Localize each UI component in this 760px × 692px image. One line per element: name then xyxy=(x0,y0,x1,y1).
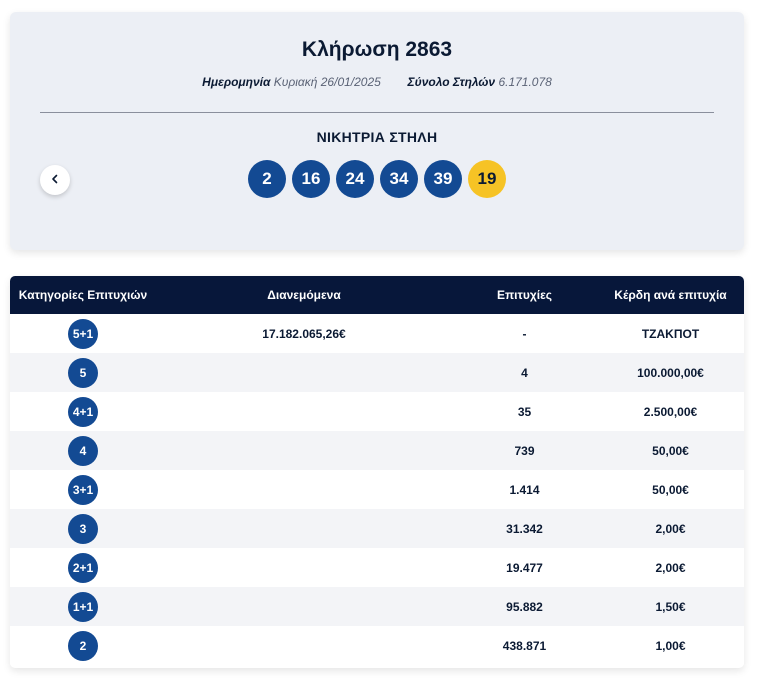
category-badge: 4 xyxy=(68,435,98,466)
winning-number: 16 xyxy=(292,160,330,198)
date-value: Κυριακή 26/01/2025 xyxy=(273,75,381,89)
table-row: 3 31.342 2,00€ xyxy=(10,509,744,548)
winning-number: 39 xyxy=(424,160,462,198)
table-row: 3+1 1.414 50,00€ xyxy=(10,470,744,509)
category-badge: 4+1 xyxy=(68,396,98,427)
table-row: 2 438.871 1,00€ xyxy=(10,626,744,665)
table-row: 2+1 19.477 2,00€ xyxy=(10,548,744,587)
winning-column-label: ΝΙΚΗΤΡΙΑ ΣΤΗΛΗ xyxy=(316,129,438,145)
prize-cell: 50,00€ xyxy=(652,482,689,497)
winning-number: 24 xyxy=(336,160,374,198)
table-body: 5+1 17.182.065,26€ - ΤΖΑΚΠΟΤ 5 4 100.000… xyxy=(10,314,744,665)
category-badge: 5+1 xyxy=(68,318,98,349)
wins-cell: 739 xyxy=(514,443,535,458)
prize-cell: 2.500,00€ xyxy=(643,404,698,419)
chevron-left-icon xyxy=(50,171,60,189)
columns-label: Σύνολο Στηλών xyxy=(407,75,496,89)
table-row: 4+1 35 2.500,00€ xyxy=(10,392,744,431)
wins-cell: 1.414 xyxy=(509,482,540,497)
prize-cell: 100.000,00€ xyxy=(637,365,704,380)
wins-cell: 19.477 xyxy=(506,560,543,575)
wins-cell: 35 xyxy=(517,404,532,419)
prize-cell: 1,00€ xyxy=(655,638,686,653)
prize-cell: 1,50€ xyxy=(655,599,686,614)
winning-numbers: 2 16 24 34 39 19 xyxy=(248,160,506,198)
winning-number: 34 xyxy=(380,160,418,198)
table-row: 5+1 17.182.065,26€ - ΤΖΑΚΠΟΤ xyxy=(10,314,744,353)
bonus-number: 19 xyxy=(468,160,506,198)
header-distributed: Διανεμόμενα xyxy=(267,288,341,302)
wins-cell: 438.871 xyxy=(502,638,547,653)
date-label: Ημερομηνία xyxy=(202,75,271,89)
table-row: 4 739 50,00€ xyxy=(10,431,744,470)
wins-cell: 4 xyxy=(521,365,528,380)
previous-draw-button[interactable] xyxy=(40,165,70,195)
draw-card: Κλήρωση 2863 Ημερομηνία Κυριακή 26/01/20… xyxy=(10,12,744,250)
category-badge: 3+1 xyxy=(68,474,98,505)
draw-meta: Ημερομηνία Κυριακή 26/01/2025 Σύνολο Στη… xyxy=(10,75,744,89)
prize-cell: 2,00€ xyxy=(655,560,686,575)
prize-cell: 2,00€ xyxy=(655,521,686,536)
table-row: 5 4 100.000,00€ xyxy=(10,353,744,392)
prize-table: Κατηγορίες Επιτυχιών Διανεμόμενα Επιτυχί… xyxy=(10,276,744,668)
header-category: Κατηγορίες Επιτυχιών xyxy=(18,288,148,302)
wins-cell: - xyxy=(522,326,527,341)
header-wins: Επιτυχίες xyxy=(496,288,553,302)
category-badge: 2 xyxy=(68,630,98,661)
table-row: 1+1 95.882 1,50€ xyxy=(10,587,744,626)
category-badge: 5 xyxy=(68,357,98,388)
category-badge: 1+1 xyxy=(68,591,98,622)
prize-cell: 50,00€ xyxy=(652,443,689,458)
category-badge: 3 xyxy=(68,513,98,544)
table-header: Κατηγορίες Επιτυχιών Διανεμόμενα Επιτυχί… xyxy=(10,276,744,314)
wins-cell: 31.342 xyxy=(506,521,543,536)
divider xyxy=(40,112,714,113)
columns-value: 6.171.078 xyxy=(498,75,552,89)
distributed-cell: 17.182.065,26€ xyxy=(262,326,346,341)
draw-title: Κλήρωση 2863 xyxy=(301,38,453,61)
prize-cell: ΤΖΑΚΠΟΤ xyxy=(641,326,700,341)
winning-number: 2 xyxy=(248,160,286,198)
category-badge: 2+1 xyxy=(68,552,98,583)
header-prize: Κέρδη ανά επιτυχία xyxy=(614,288,727,302)
wins-cell: 95.882 xyxy=(506,599,543,614)
